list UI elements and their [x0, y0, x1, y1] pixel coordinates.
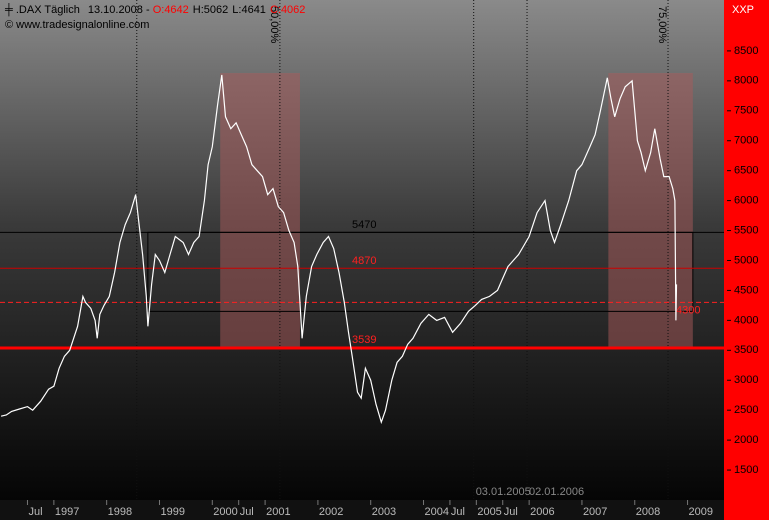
x-tick-label: 2007	[583, 506, 607, 518]
quote-close: C:4062	[270, 4, 305, 16]
level-label: 3539	[352, 334, 376, 346]
x-tick-label: Jul	[504, 506, 518, 518]
x-tick-label: 2002	[319, 506, 343, 518]
y-tick-label: 3000	[734, 374, 758, 386]
header: ╪ .DAX Täglich 13.10.2008 - O:4642 H:5062 L…	[4, 2, 305, 17]
plot-background	[0, 0, 724, 500]
x-tick-label: 2005	[477, 506, 501, 518]
symbol-icon: ╪	[4, 2, 16, 17]
x-tick-label: 1999	[160, 506, 184, 518]
y-tick-label: 8000	[734, 75, 758, 87]
quote-high: H:5062	[193, 4, 228, 16]
y-tick-label: 4500	[734, 284, 758, 296]
quote-open: O:4642	[153, 4, 189, 16]
y-tick-label: 2000	[734, 434, 758, 446]
date-label: 03.01.2005	[476, 486, 531, 498]
separator: -	[143, 4, 153, 16]
y-tick-label: 6000	[734, 195, 758, 207]
y-tick-label: 1500	[734, 464, 758, 476]
x-tick-label: 2003	[372, 506, 396, 518]
y-tick-label: 5500	[734, 224, 758, 236]
y-tick-label: 4000	[734, 314, 758, 326]
y-axis-panel	[724, 0, 769, 520]
level-label: 4300	[676, 304, 700, 316]
level-label: 5470	[352, 219, 376, 231]
x-tick-label: 2004	[425, 506, 449, 518]
price-line	[0, 74, 678, 425]
y-tick-label: 7000	[734, 135, 758, 147]
y-tick-label: 5000	[734, 254, 758, 266]
x-tick-label: Jul	[28, 506, 42, 518]
quote-low: L:4641	[232, 4, 266, 16]
x-tick-label: 2000	[213, 506, 237, 518]
quote-date: 13.10.2008	[88, 4, 143, 16]
x-tick-label: 2006	[530, 506, 554, 518]
level-label: 4870	[352, 255, 376, 267]
y-tick-label: 8500	[734, 45, 758, 57]
instrument-title: .DAX Täglich	[16, 4, 80, 16]
y-tick-label: 3500	[734, 344, 758, 356]
y-tick-label: 7500	[734, 105, 758, 117]
x-tick-label: 1997	[55, 506, 79, 518]
x-axis-strip	[0, 500, 724, 520]
x-tick-label: 2001	[266, 506, 290, 518]
x-tick-label: Jul	[240, 506, 254, 518]
retracement-label: 50,00%	[268, 6, 280, 44]
date-label: 02.01.2006	[529, 486, 584, 498]
currency: XXP	[732, 4, 754, 16]
x-tick-label: 2009	[689, 506, 713, 518]
y-tick-label: 6500	[734, 165, 758, 177]
y-tick-label: 2500	[734, 404, 758, 416]
x-tick-label: 1998	[108, 506, 132, 518]
x-tick-label: Jul	[451, 506, 465, 518]
source: © www.tradesignalonline.com	[5, 19, 149, 31]
x-tick-label: 2008	[636, 506, 660, 518]
retracement-label: 75,00%	[656, 6, 668, 44]
shaded-zone	[220, 73, 300, 348]
